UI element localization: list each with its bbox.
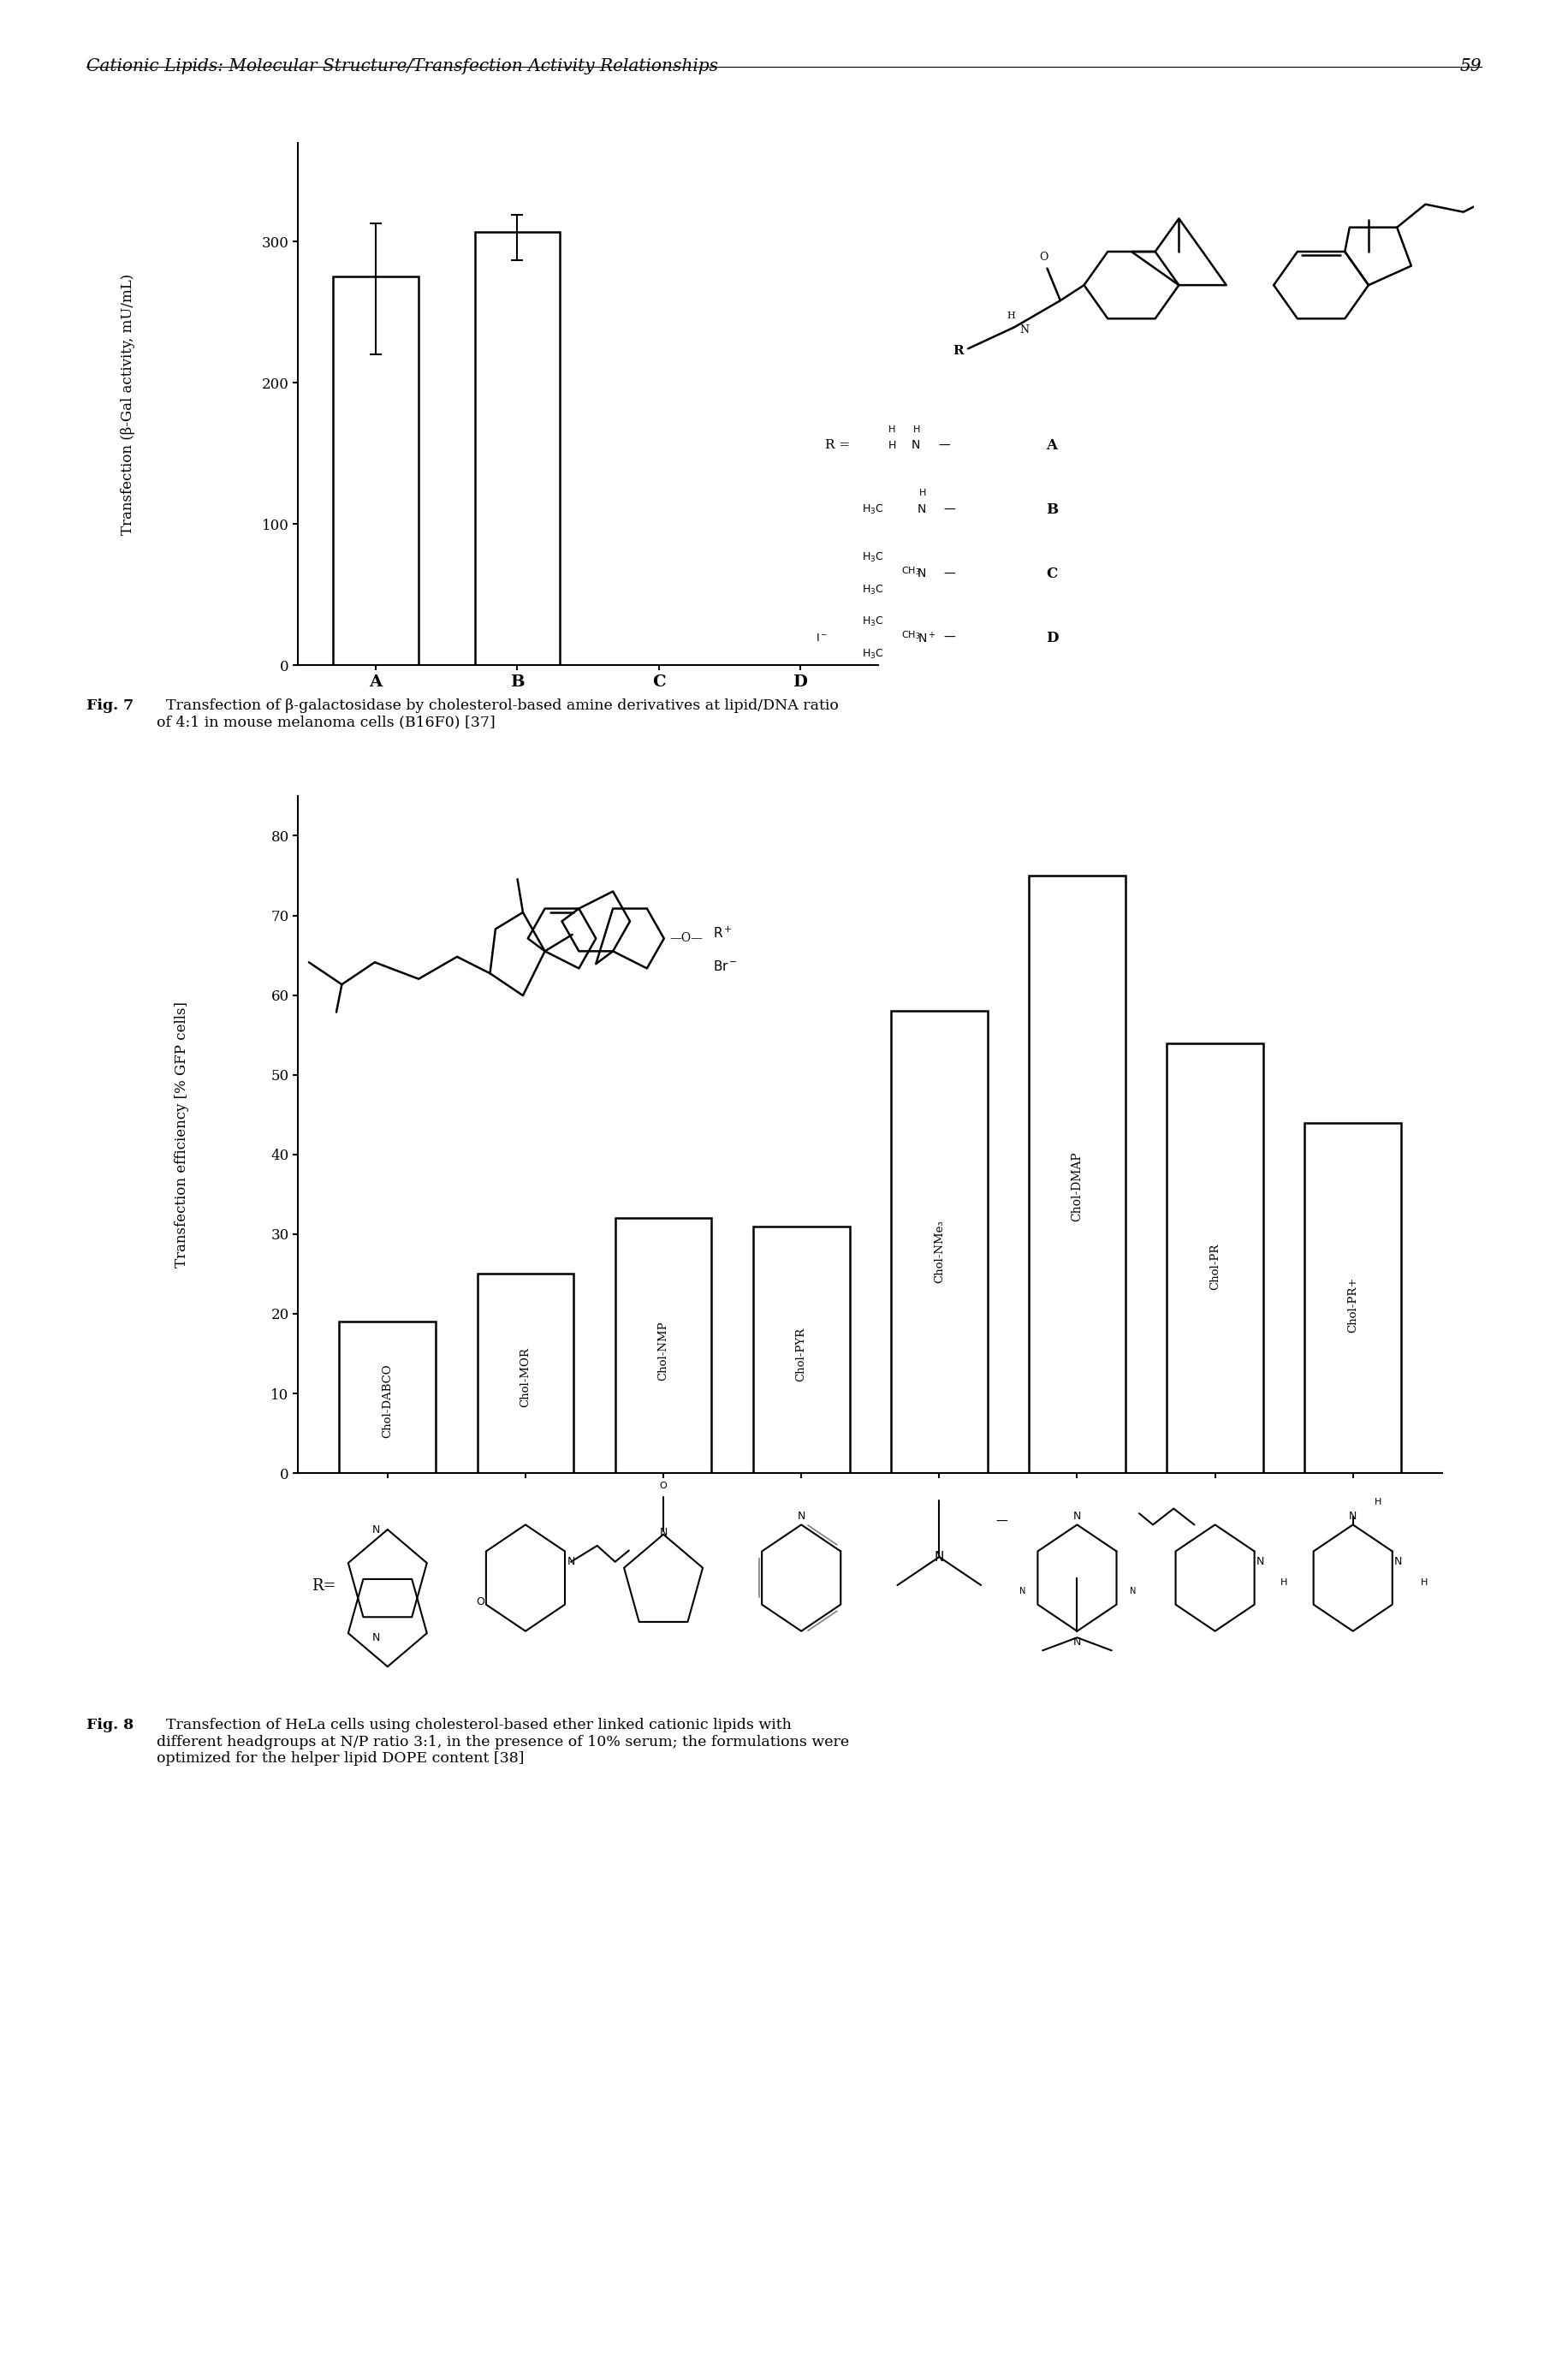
Text: N: N — [1394, 1556, 1402, 1568]
Text: —: — — [996, 1516, 1007, 1528]
Bar — [1029, 877, 1126, 1473]
Text: $\mathregular{H_3C}$: $\mathregular{H_3C}$ — [861, 615, 883, 627]
Text: $\mathregular{I^-}$: $\mathregular{I^-}$ — [815, 632, 828, 644]
Text: $\mathregular{N}$: $\mathregular{N}$ — [1129, 1585, 1135, 1597]
Text: Transfection of HeLa cells using cholesterol-based ether linked cationic lipids : Transfection of HeLa cells using cholest… — [157, 1718, 850, 1765]
Text: N: N — [917, 504, 927, 516]
Text: $\mathregular{R^+}$: $\mathregular{R^+}$ — [713, 927, 732, 941]
Text: N: N — [1073, 1637, 1080, 1649]
Text: Fig. 7: Fig. 7 — [86, 699, 133, 713]
Text: N: N — [1019, 326, 1029, 335]
Text: R=: R= — [312, 1578, 336, 1594]
Text: N: N — [373, 1632, 381, 1644]
Text: H: H — [1421, 1578, 1428, 1587]
Text: O: O — [475, 1597, 485, 1609]
Text: $\mathregular{H}$: $\mathregular{H}$ — [887, 440, 897, 451]
Text: 59: 59 — [1460, 57, 1482, 74]
Text: B: B — [1046, 501, 1058, 518]
Text: A: A — [1046, 437, 1057, 454]
Text: H: H — [1007, 311, 1014, 321]
Text: $\mathregular{H}$: $\mathregular{H}$ — [887, 423, 895, 432]
Text: D: D — [1046, 630, 1058, 646]
Text: $\mathregular{N}$: $\mathregular{N}$ — [911, 440, 920, 451]
Text: H: H — [1281, 1578, 1287, 1587]
Text: Fig. 8: Fig. 8 — [86, 1718, 133, 1732]
Bar — [475, 230, 560, 665]
Y-axis label: Transfection efficiency [% GFP cells]: Transfection efficiency [% GFP cells] — [174, 1003, 190, 1266]
Text: N: N — [797, 1511, 806, 1523]
Text: N: N — [373, 1523, 381, 1535]
Text: $\mathregular{N^+}$: $\mathregular{N^+}$ — [917, 630, 936, 646]
Text: C: C — [1046, 565, 1057, 582]
Text: R =: R = — [825, 440, 850, 451]
Bar — [334, 276, 419, 665]
Text: Chol-PYR: Chol-PYR — [795, 1328, 808, 1380]
Text: N: N — [1256, 1556, 1264, 1568]
Text: Chol-MOR: Chol-MOR — [521, 1347, 532, 1407]
Text: O: O — [660, 1483, 666, 1490]
Text: $\mathregular{H_3C}$: $\mathregular{H_3C}$ — [861, 504, 883, 516]
Bar — [615, 1219, 712, 1473]
Text: —: — — [939, 440, 950, 451]
Text: Chol-PR+: Chol-PR+ — [1347, 1276, 1358, 1333]
Bar — [1167, 1043, 1264, 1473]
Text: $\mathregular{H_3C}$: $\mathregular{H_3C}$ — [861, 551, 883, 563]
Text: $\mathregular{CH_3}$: $\mathregular{CH_3}$ — [902, 565, 920, 577]
Text: N: N — [1348, 1511, 1356, 1523]
Y-axis label: Transfection (β-Gal activity, mU/mL): Transfection (β-Gal activity, mU/mL) — [121, 273, 135, 535]
Text: $\mathregular{H}$: $\mathregular{H}$ — [919, 487, 927, 497]
Text: O: O — [1040, 252, 1049, 264]
Text: —: — — [944, 504, 955, 516]
Text: —: — — [944, 568, 955, 580]
Text: N: N — [568, 1556, 575, 1568]
Text: $\mathregular{CH_3}$: $\mathregular{CH_3}$ — [902, 630, 920, 642]
Text: Chol-NMe₃: Chol-NMe₃ — [933, 1219, 946, 1283]
Text: N: N — [935, 1552, 944, 1563]
Text: R: R — [953, 345, 964, 356]
Text: N: N — [1073, 1511, 1080, 1523]
Text: Chol-DABCO: Chol-DABCO — [383, 1364, 394, 1437]
Text: N: N — [660, 1528, 668, 1537]
Text: —O—: —O— — [670, 931, 702, 946]
Text: Chol-PR: Chol-PR — [1209, 1243, 1220, 1290]
Bar — [339, 1321, 436, 1473]
Text: $\mathregular{H}$: $\mathregular{H}$ — [913, 423, 920, 432]
Bar — [1305, 1121, 1402, 1473]
Text: N: N — [917, 568, 927, 580]
Text: Chol-DMAP: Chol-DMAP — [1071, 1152, 1083, 1221]
Text: Cationic Lipids: Molecular Structure/Transfection Activity Relationships: Cationic Lipids: Molecular Structure/Tra… — [86, 57, 718, 74]
Text: $\mathregular{H_3C}$: $\mathregular{H_3C}$ — [861, 649, 883, 661]
Text: H: H — [1374, 1497, 1381, 1506]
Text: Transfection of β-galactosidase by cholesterol-based amine derivatives at lipid/: Transfection of β-galactosidase by chole… — [157, 699, 839, 729]
Text: Chol-NMP: Chol-NMP — [659, 1321, 670, 1380]
Bar — [891, 1012, 988, 1473]
Text: $\mathregular{Br^-}$: $\mathregular{Br^-}$ — [713, 960, 739, 974]
Bar — [477, 1274, 574, 1473]
Text: $\mathregular{N}$: $\mathregular{N}$ — [1018, 1585, 1025, 1597]
Text: $\mathregular{H_3C}$: $\mathregular{H_3C}$ — [861, 584, 883, 596]
Bar — [753, 1226, 850, 1473]
Text: —: — — [944, 632, 955, 644]
